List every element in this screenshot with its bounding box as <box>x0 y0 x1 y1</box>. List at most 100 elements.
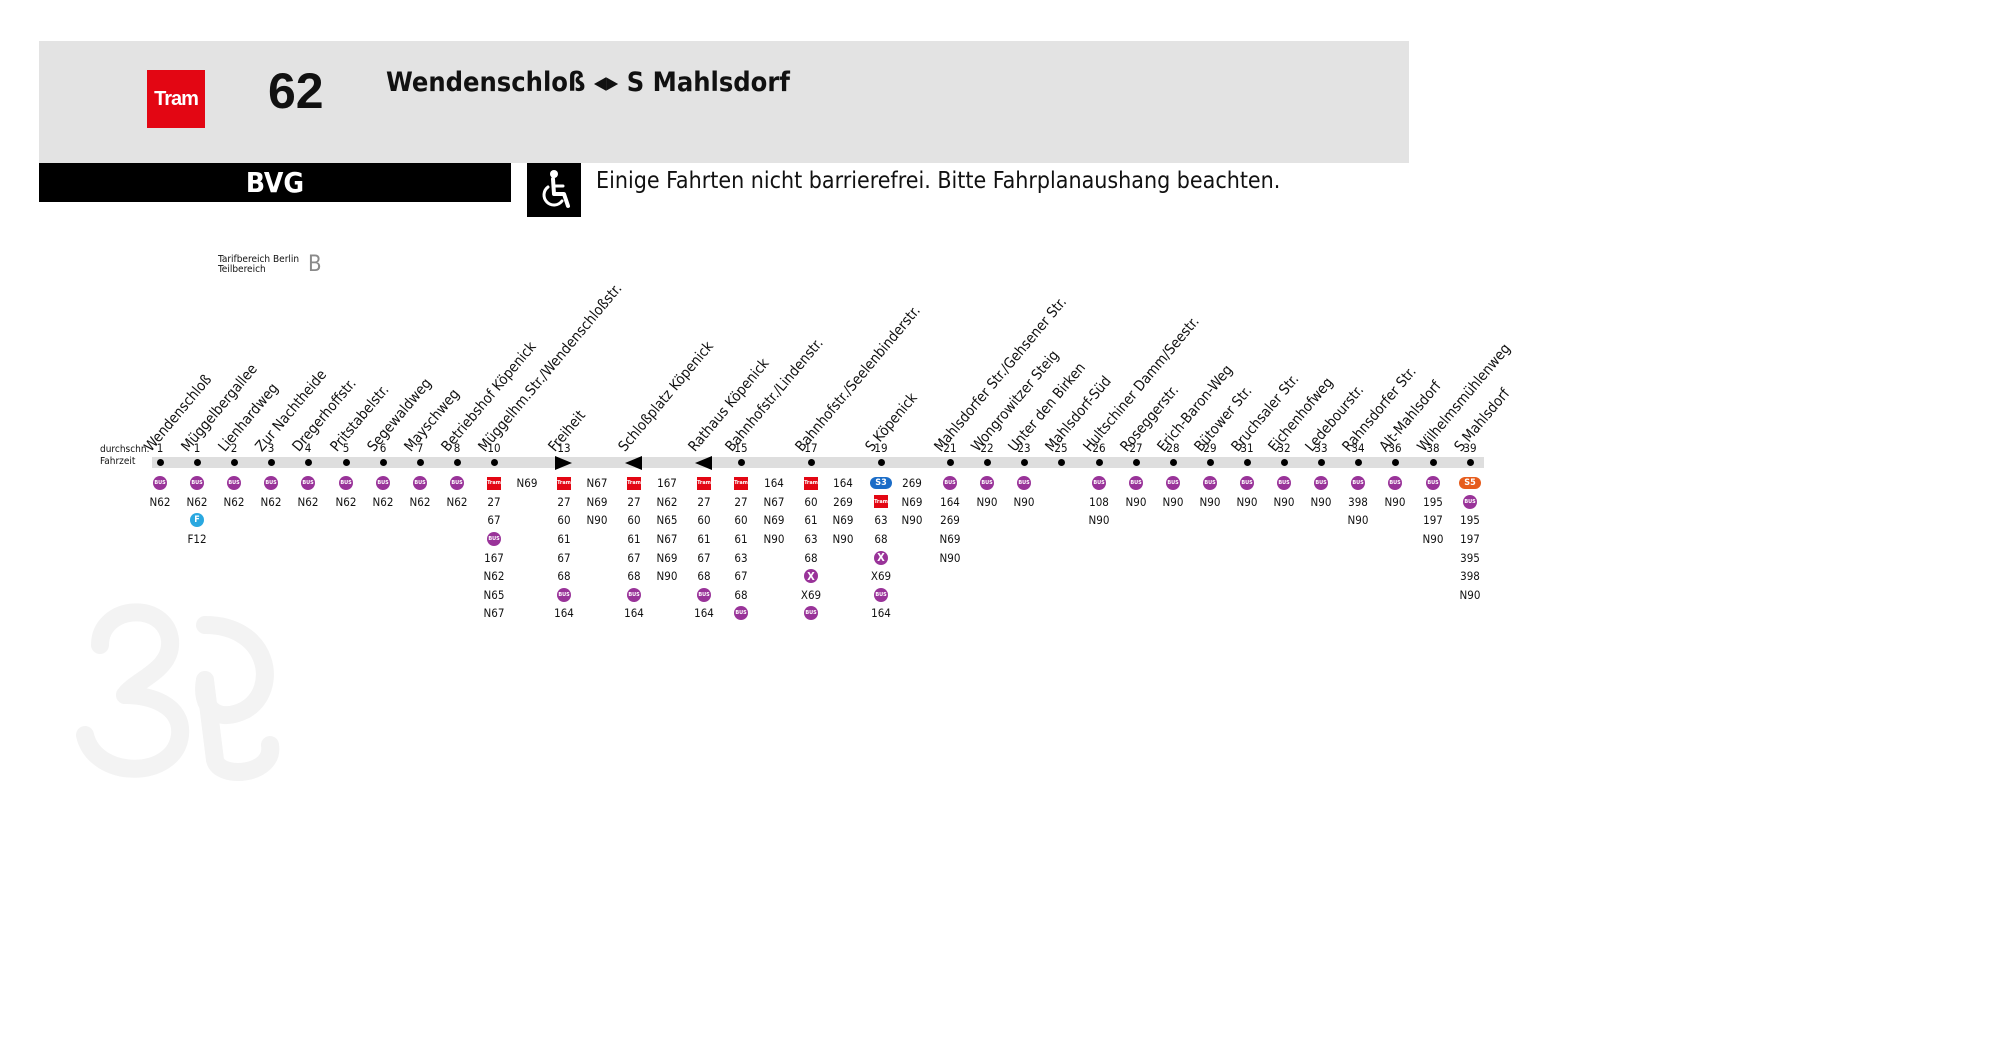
connection-line: N90 <box>1125 494 1147 509</box>
connection-icon-slot: BUS <box>140 474 180 493</box>
stop-travel-time: 33 <box>1314 441 1328 455</box>
stop-dot <box>379 459 387 466</box>
connection-line: N90 <box>1236 494 1258 509</box>
connection-line: N62 <box>656 494 678 509</box>
connection-line: N90 <box>1422 532 1444 547</box>
connection-line: N90 <box>976 494 998 509</box>
connection-icon-slot: Tram <box>861 493 901 512</box>
connection-line: 197 <box>1423 513 1443 528</box>
connection-line: 164 <box>554 606 574 621</box>
connection-line: N90 <box>1347 513 1369 528</box>
connection-line: 61 <box>734 532 748 547</box>
stop-travel-time: 29 <box>1203 441 1217 455</box>
connection-line: 68 <box>627 569 641 584</box>
connections-column: Tram 60 61 63 68 X X69 BUS <box>791 474 831 623</box>
connections-column: BUS N90 <box>1264 474 1304 511</box>
connection-line: N69 <box>832 513 854 528</box>
connection-icon-slot: Tram <box>791 474 831 493</box>
stop-travel-time: 39 <box>1463 441 1477 455</box>
bus-icon: BUS <box>980 476 994 491</box>
connection-line: N67 <box>763 494 785 509</box>
connection-icon-slot: BUS <box>1375 474 1415 493</box>
bus-icon: BUS <box>1426 476 1440 491</box>
connection-line: 269 <box>902 476 922 491</box>
stop-travel-time: 10 <box>487 441 501 455</box>
connection-line: X69 <box>800 587 822 602</box>
bus-icon: BUS <box>557 587 571 602</box>
connection-line: N62 <box>260 494 282 509</box>
connection-line: 398 <box>1348 494 1368 509</box>
travel-time-label: durchschn. Fahrzeit <box>100 444 149 468</box>
stop-travel-time: 23 <box>1017 441 1031 455</box>
connection-icon-slot: BUS <box>177 474 217 493</box>
connection-icon-slot: BUS <box>1004 474 1044 493</box>
connection-line: 68 <box>734 587 748 602</box>
connection-line: 68 <box>804 550 818 565</box>
connection-line: 164 <box>871 606 891 621</box>
connection-line: 61 <box>627 532 641 547</box>
express-bus-icon: X <box>804 569 818 584</box>
connection-icon-slot: BUS <box>363 474 403 493</box>
bus-icon: BUS <box>874 587 888 602</box>
bus-icon: BUS <box>697 587 711 602</box>
stop-dot <box>1280 459 1288 466</box>
stop-travel-time: 26 <box>1092 441 1106 455</box>
connection-line: N90 <box>1310 494 1332 509</box>
connections-column: BUS 195 197 N90 <box>1413 474 1453 548</box>
connection-icon-slot: BUS <box>967 474 1007 493</box>
travel-time-label-line2: Fahrzeit <box>100 456 136 467</box>
stop-name: Bahnhofstr./Seelenbinderstr. <box>792 302 924 455</box>
connection-line: 60 <box>557 513 571 528</box>
connections-column: BUS N62 <box>326 474 366 511</box>
watermark-logo-icon <box>76 603 280 781</box>
connection-icon-slot: BUS <box>861 586 901 605</box>
connections-column: BUS N62 <box>214 474 254 511</box>
stop-travel-time: 15 <box>734 441 748 455</box>
bus-icon: BUS <box>1092 476 1106 491</box>
bus-icon: BUS <box>227 476 241 491</box>
connection-line: 61 <box>697 532 711 547</box>
connection-line: N62 <box>483 569 505 584</box>
connections-column: BUS N90 <box>1190 474 1230 511</box>
connection-icon-slot: BUS <box>930 474 970 493</box>
connection-line: 67 <box>557 550 571 565</box>
stop-travel-time: 1 <box>156 441 164 455</box>
connection-icon-slot: Tram <box>474 474 514 493</box>
stop-dot <box>453 459 461 466</box>
connection-line: 68 <box>557 569 571 584</box>
connections-column: BUS N90 <box>1116 474 1156 511</box>
connection-line: 395 <box>1460 550 1480 565</box>
connection-line: 269 <box>940 513 960 528</box>
stop-dot <box>807 459 815 466</box>
connection-line: 67 <box>697 550 711 565</box>
connection-line: N69 <box>586 494 608 509</box>
connection-line: N65 <box>656 513 678 528</box>
bus-icon: BUS <box>1351 476 1365 491</box>
one-way-left-icon <box>695 456 712 470</box>
stop-dot <box>490 459 498 466</box>
stop-travel-time: 13 <box>557 441 571 455</box>
connection-icon-slot: BUS <box>251 474 291 493</box>
connection-line: N62 <box>223 494 245 509</box>
stop-dot <box>1057 459 1065 466</box>
line-number: 62 <box>268 63 324 119</box>
s3-icon: S3 <box>870 477 892 490</box>
accessibility-notice: Einige Fahrten nicht barrierefrei. Bitte… <box>596 168 1281 194</box>
connections-column: BUS N62 <box>140 474 180 511</box>
connection-line: N90 <box>1162 494 1184 509</box>
connections-column: BUS N62 <box>437 474 477 511</box>
stop-dot <box>267 459 275 466</box>
connections-column-secondary: 164 N67 N69 N90 <box>754 474 794 548</box>
bus-icon: BUS <box>1203 476 1217 491</box>
bus-icon: BUS <box>301 476 315 491</box>
route-line <box>152 457 1484 468</box>
bus-icon: BUS <box>1277 476 1291 491</box>
stop-dot <box>230 459 238 466</box>
stop-dot <box>416 459 424 466</box>
bus-icon: BUS <box>1129 476 1143 491</box>
stop-travel-time: 31 <box>1240 441 1254 455</box>
connection-icon-slot: BUS <box>1227 474 1267 493</box>
stop-dot <box>877 459 885 466</box>
stop-travel-time: 38 <box>1426 441 1440 455</box>
stop-travel-time: 28 <box>1166 441 1180 455</box>
